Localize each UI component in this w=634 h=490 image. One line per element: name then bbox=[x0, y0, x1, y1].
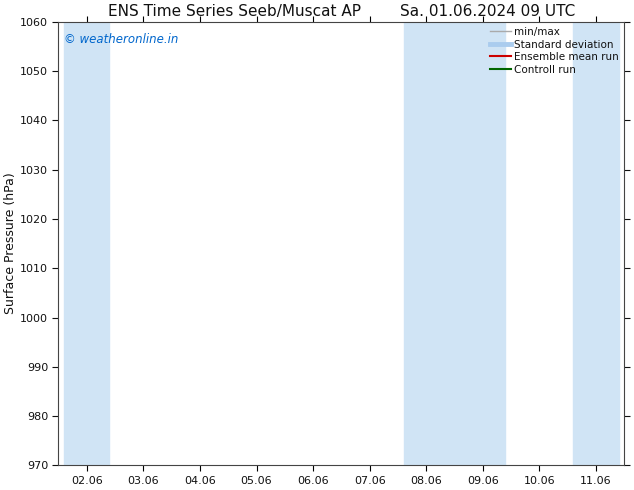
Bar bbox=[573, 22, 619, 465]
Legend: min/max, Standard deviation, Ensemble mean run, Controll run: min/max, Standard deviation, Ensemble me… bbox=[488, 25, 621, 77]
Bar bbox=[404, 22, 505, 465]
Title: ENS Time Series Seeb/Muscat AP        Sa. 01.06.2024 09 UTC: ENS Time Series Seeb/Muscat AP Sa. 01.06… bbox=[108, 4, 575, 19]
Y-axis label: Surface Pressure (hPa): Surface Pressure (hPa) bbox=[4, 172, 17, 315]
Bar bbox=[64, 22, 110, 465]
Text: © weatheronline.in: © weatheronline.in bbox=[64, 33, 179, 46]
